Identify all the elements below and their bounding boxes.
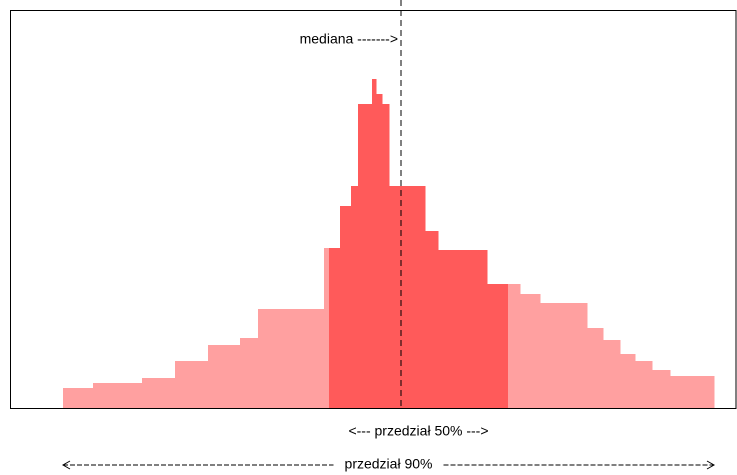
bar	[540, 303, 588, 408]
bar	[175, 361, 209, 408]
bar	[620, 354, 636, 408]
arrow-head	[61, 460, 71, 470]
arrow-head	[706, 460, 716, 470]
bar	[372, 79, 377, 408]
bar	[425, 231, 439, 408]
bar	[63, 388, 94, 408]
interval-50-label: <--- przedział 50% --->	[348, 423, 488, 439]
bar	[508, 284, 521, 408]
bar	[358, 104, 373, 408]
bar	[670, 376, 715, 408]
bar	[389, 186, 426, 408]
bar	[93, 383, 143, 408]
bar	[324, 248, 330, 408]
bar	[142, 378, 176, 408]
bar	[487, 284, 509, 408]
bar	[587, 328, 604, 408]
bar	[329, 248, 341, 408]
bar	[520, 294, 541, 408]
bar	[635, 361, 653, 408]
bar	[351, 186, 359, 408]
bar	[240, 338, 259, 408]
bar	[258, 309, 325, 408]
bar	[438, 250, 488, 408]
median-label: mediana ------->	[300, 31, 398, 47]
bar	[382, 104, 390, 408]
bar	[208, 345, 241, 408]
bar	[340, 206, 352, 408]
interval-90-label: przedział 90%	[345, 456, 433, 472]
plot-frame	[10, 10, 737, 409]
bar	[652, 370, 671, 408]
bar	[603, 340, 621, 408]
bar	[376, 94, 383, 408]
